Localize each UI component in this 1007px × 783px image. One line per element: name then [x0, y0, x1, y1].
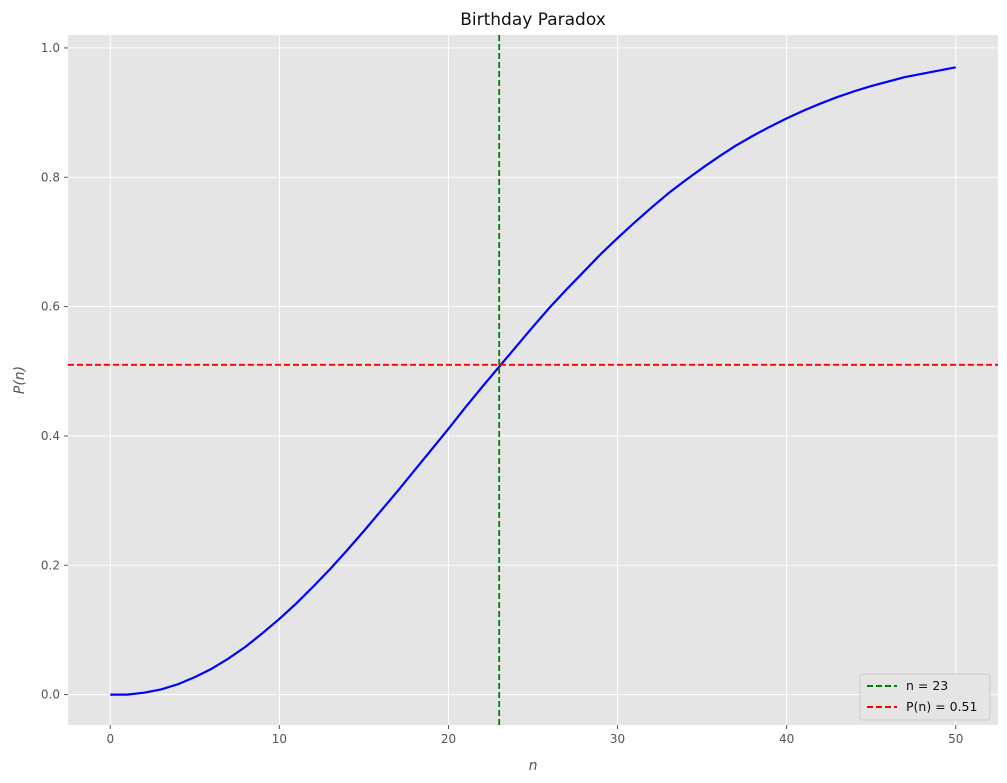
y-tick-label-2: 0.4 — [41, 429, 60, 443]
grid-lines — [68, 35, 998, 725]
x-axis-label: n — [529, 758, 538, 774]
x-tick-label-50: 50 — [948, 732, 963, 746]
plot-background — [68, 35, 998, 725]
y-tick-label-5: 1.0 — [41, 41, 60, 55]
tick-labels: 0 10 20 30 40 50 0.0 0.2 0.4 0.6 0.8 1.0 — [41, 41, 963, 746]
x-tick-label-40: 40 — [779, 732, 794, 746]
y-tick-label-0: 0.0 — [41, 688, 60, 702]
series-line-0 — [110, 66, 956, 696]
legend: n = 23 P(n) = 0.51 — [859, 673, 991, 721]
y-tick-label-4: 0.8 — [41, 170, 60, 184]
x-tick-label-0: 0 — [106, 732, 114, 746]
reference-lines — [68, 35, 998, 725]
y-tick-label-3: 0.6 — [41, 300, 60, 314]
y-tick-label-1: 0.2 — [41, 558, 60, 572]
legend-box — [859, 673, 991, 721]
legend-label-p051: P(n) = 0.51 — [906, 699, 977, 714]
legend-label-n23: n = 23 — [906, 678, 948, 693]
x-tick-label-10: 10 — [272, 732, 287, 746]
x-tick-label-20: 20 — [441, 732, 456, 746]
x-tick-label-30: 30 — [610, 732, 625, 746]
series-layer — [110, 66, 956, 696]
y-axis-label: P(n) — [12, 366, 28, 394]
chart-title: Birthday Paradox — [460, 10, 606, 30]
